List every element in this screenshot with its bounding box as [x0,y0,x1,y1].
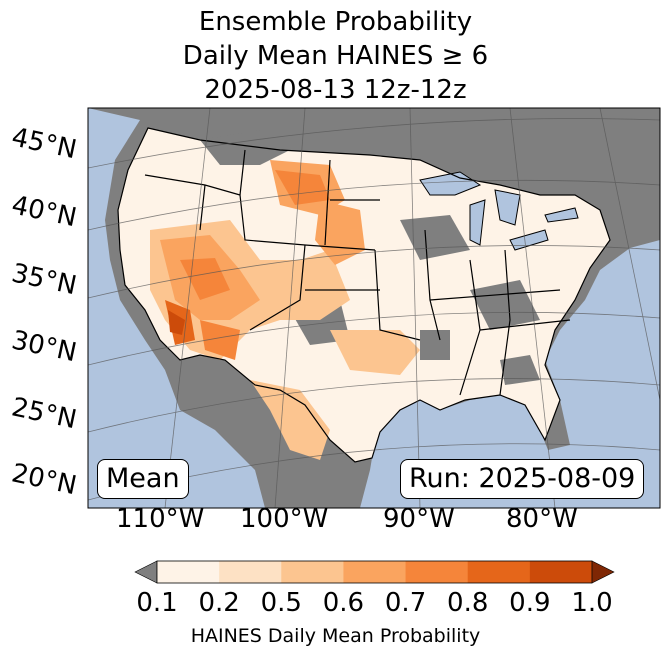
title-line-3: 2025-08-13 12z-12z [204,75,467,105]
colorbar-tick-label: 0.2 [198,588,240,618]
colorbar-over-arrow [591,560,615,584]
colorbar-bin [219,561,282,583]
colorbar-frame [156,560,593,584]
lon-label-80: 80°W [506,504,578,534]
missing-patch [200,130,300,165]
colorbar-bin [281,561,344,583]
colorbar-bin [405,561,469,583]
colorbar-bin [343,561,407,583]
colorbar-tick-label: 0.8 [447,588,489,618]
colorbar-bin [157,561,220,583]
colorbar-bin [529,561,593,583]
map-frame [87,107,661,509]
prob-0.9-region [168,310,185,335]
colorbar-tick-label: 0.9 [509,588,551,618]
prob-0.7-region [275,170,330,205]
colorbar-under-arrow [134,560,158,584]
lon-label-110: 110°W [116,504,205,534]
prob-0.5-region [330,330,420,375]
colorbar-bin [467,561,531,583]
colorbar-tick-label: 0.5 [260,588,302,618]
run-date-badge: Run: 2025-08-09 [400,459,645,499]
lon-label-100: 100°W [240,504,329,534]
prob-0.5-region [250,380,330,460]
prob-0.7-region [180,258,230,300]
title-line-2: Daily Mean HAINES ≥ 6 [182,41,489,71]
great-lakes [419,171,579,251]
colorbar-tick-label: 0.6 [322,588,365,618]
title-line-1: Ensemble Probability [198,7,473,37]
colorbar-label: HAINES Daily Mean Probability [190,625,481,647]
colorbar-tick-label: 0.1 [136,588,178,618]
prob-0.7-region [200,320,240,360]
missing-patch [420,330,450,360]
colorbar-tick-label: 1.0 [571,588,613,618]
mean-badge: Mean [97,459,189,499]
state-boundaries [117,127,611,463]
lon-label-90: 90°W [383,504,455,534]
missing-patch [500,355,540,385]
colorbar [134,560,615,584]
colorbar-tick-label: 0.7 [384,588,427,618]
